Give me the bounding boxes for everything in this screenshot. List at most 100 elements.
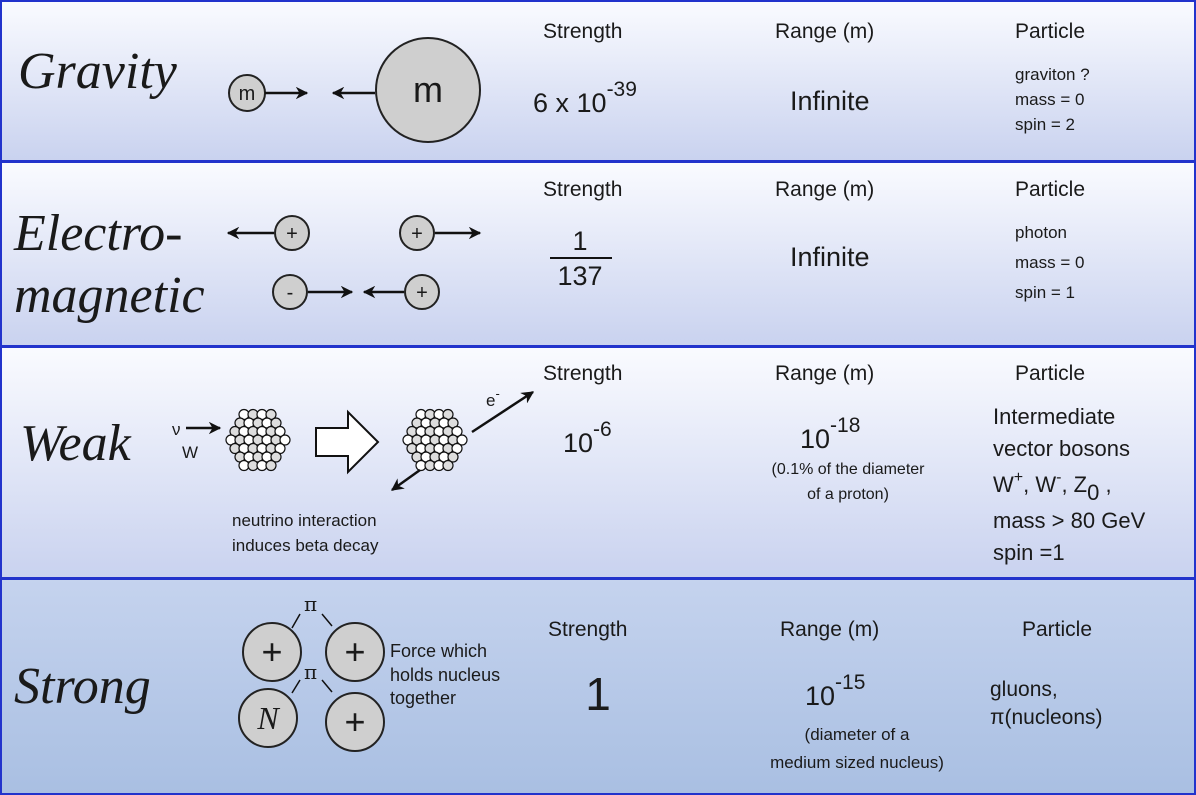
pion: π bbox=[304, 660, 317, 684]
force-name: Electro- bbox=[13, 205, 182, 262]
range-note: medium sized nucleus) bbox=[770, 753, 944, 772]
range-note: (diameter of a bbox=[805, 725, 910, 744]
particle: mass = 0 bbox=[1015, 90, 1084, 109]
charge-label: + bbox=[411, 223, 423, 245]
neutrino-label: ν bbox=[172, 420, 181, 439]
arrow bbox=[471, 390, 535, 434]
row-box bbox=[0, 578, 1196, 795]
heading: Strength bbox=[548, 618, 627, 641]
caption: Force which bbox=[390, 641, 487, 661]
denominator: 137 bbox=[557, 261, 602, 291]
particle: π(nucleons) bbox=[990, 706, 1103, 729]
particle: spin = 1 bbox=[1015, 283, 1075, 302]
range: 10-15 bbox=[805, 671, 865, 711]
nucleon-label: + bbox=[261, 631, 282, 672]
particle: mass > 80 GeV bbox=[993, 508, 1146, 533]
mass bbox=[375, 37, 481, 143]
heading: Range (m) bbox=[775, 20, 874, 43]
exponent: -6 bbox=[593, 418, 612, 441]
charge-label: + bbox=[416, 282, 428, 304]
particle: spin =1 bbox=[993, 540, 1065, 565]
force-name: Strong bbox=[14, 658, 151, 715]
caption: neutrino interaction bbox=[232, 511, 377, 530]
pion: π bbox=[304, 592, 317, 616]
range-note: of a proton) bbox=[807, 486, 889, 503]
nucleon-dot bbox=[456, 434, 468, 446]
nucleon-dot bbox=[270, 451, 282, 463]
caption: holds nucleus bbox=[390, 665, 500, 685]
heading: Particle bbox=[1022, 618, 1092, 641]
range: Infinite bbox=[790, 86, 870, 116]
charge bbox=[404, 274, 440, 310]
bosons: W+, W-, Z0 , bbox=[993, 469, 1112, 505]
sup: - bbox=[1056, 469, 1061, 486]
particle: mass = 0 bbox=[1015, 253, 1084, 272]
row-box bbox=[0, 0, 1196, 162]
z: , Z bbox=[1061, 472, 1087, 497]
particle: Intermediate bbox=[993, 404, 1115, 429]
force-name: Gravity bbox=[18, 43, 178, 100]
nucleon bbox=[242, 622, 302, 682]
nucleon-dot bbox=[442, 459, 454, 472]
heading: Strength bbox=[543, 362, 622, 385]
nucleon-dot bbox=[265, 459, 277, 472]
heading: Range (m) bbox=[775, 362, 874, 385]
nucleon bbox=[238, 688, 298, 748]
electron-label: e- bbox=[486, 386, 500, 410]
mass-label: m bbox=[239, 83, 256, 105]
base: 10 bbox=[800, 424, 830, 454]
exponent: -39 bbox=[607, 78, 637, 101]
exponent: -15 bbox=[835, 671, 865, 694]
particle: photon bbox=[1015, 223, 1067, 242]
force-name: magnetic bbox=[14, 267, 205, 324]
strength: 6 x 10-39 bbox=[533, 78, 637, 118]
nucleon-dot bbox=[447, 451, 459, 463]
caption: together bbox=[390, 688, 456, 708]
range: 10-18 bbox=[800, 414, 860, 454]
charge-label: - bbox=[287, 282, 294, 304]
sub: 0 bbox=[1087, 480, 1099, 505]
nucleon-label: + bbox=[344, 631, 365, 672]
minus: - bbox=[495, 386, 499, 401]
caption: induces beta decay bbox=[232, 536, 379, 555]
row-em: Electro- magnetic + + - + Strength 1 137… bbox=[0, 161, 1196, 347]
row-box bbox=[0, 161, 1196, 347]
charge bbox=[274, 215, 310, 251]
heading: Range (m) bbox=[780, 618, 879, 641]
hollow-arrow bbox=[315, 409, 380, 475]
particle: gluons, bbox=[990, 678, 1058, 701]
heading: Strength bbox=[543, 178, 622, 201]
base: 10 bbox=[805, 681, 835, 711]
heading: Strength bbox=[543, 20, 622, 43]
particle: graviton ? bbox=[1015, 65, 1090, 84]
particle: vector bosons bbox=[993, 436, 1130, 461]
nucleon bbox=[325, 692, 385, 752]
charge-label: + bbox=[286, 223, 298, 245]
row-weak: Weak ν W e- neutrino interaction induces… bbox=[0, 346, 1196, 579]
row-strong: Strong π π + + N + Force which holds nuc… bbox=[0, 578, 1196, 795]
base: 6 x 10 bbox=[533, 88, 607, 118]
row-gravity: Gravity m m Strength 6 x 10-39 Range (m)… bbox=[0, 0, 1196, 162]
charge bbox=[272, 274, 308, 310]
heading: Range (m) bbox=[775, 178, 874, 201]
comma: , bbox=[1099, 472, 1111, 497]
heading: Particle bbox=[1015, 362, 1085, 385]
numerator: 1 bbox=[572, 226, 587, 256]
range: Infinite bbox=[790, 242, 870, 272]
nucleon bbox=[325, 622, 385, 682]
sup: + bbox=[1014, 469, 1023, 486]
range-note: (0.1% of the diameter bbox=[772, 461, 926, 478]
strength: 10-6 bbox=[563, 418, 612, 458]
nucleon-label: N bbox=[256, 700, 280, 736]
force-name: Weak bbox=[20, 415, 132, 472]
nucleon-label: + bbox=[344, 701, 365, 742]
base: 10 bbox=[563, 428, 593, 458]
w: , W bbox=[1023, 472, 1056, 497]
row-box bbox=[0, 346, 1196, 579]
exchange-lines bbox=[291, 613, 333, 694]
e: e bbox=[486, 391, 495, 410]
strength: 1 bbox=[585, 668, 611, 720]
nucleon-dot bbox=[279, 434, 291, 446]
mass-label: m bbox=[413, 69, 443, 110]
